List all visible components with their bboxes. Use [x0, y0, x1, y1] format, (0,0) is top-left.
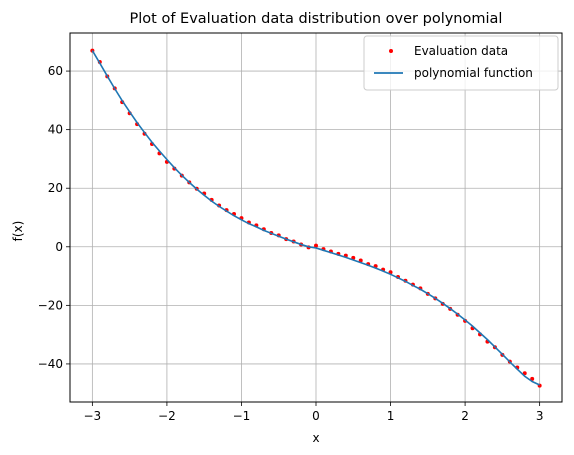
legend-label-polynomial-function: polynomial function — [414, 66, 533, 80]
x-tick-label: −2 — [158, 409, 176, 423]
x-tick-label: −1 — [233, 409, 251, 423]
chart-title: Plot of Evaluation data distribution ove… — [130, 11, 503, 27]
y-tick-label: 20 — [48, 181, 63, 195]
x-tick-label: 0 — [312, 409, 320, 423]
y-tick-label: 40 — [48, 123, 63, 137]
y-axis-ticks: −40 −20 0 20 40 60 — [38, 64, 70, 371]
legend-box — [363, 35, 559, 91]
x-axis-label: x — [312, 431, 319, 445]
x-tick-label: −3 — [84, 409, 102, 423]
y-tick-label: −20 — [38, 298, 63, 312]
y-tick-label: 60 — [48, 64, 63, 78]
legend: Evaluation data polynomial function — [363, 35, 559, 91]
scatter-point — [314, 243, 318, 248]
y-tick-label: 0 — [55, 240, 63, 254]
plot-series — [90, 48, 542, 388]
y-tick-label: −40 — [38, 357, 63, 371]
x-tick-label: 3 — [536, 409, 544, 423]
legend-label-evaluation-data: Evaluation data — [414, 44, 508, 58]
y-axis-label: f(x) — [11, 221, 25, 242]
x-axis-ticks: −3 −2 −1 0 1 2 3 — [84, 402, 544, 423]
polynomial-line — [91, 50, 540, 386]
x-tick-label: 2 — [461, 409, 469, 423]
x-tick-label: 1 — [387, 409, 395, 423]
legend-marker-evaluation-data — [389, 49, 393, 53]
